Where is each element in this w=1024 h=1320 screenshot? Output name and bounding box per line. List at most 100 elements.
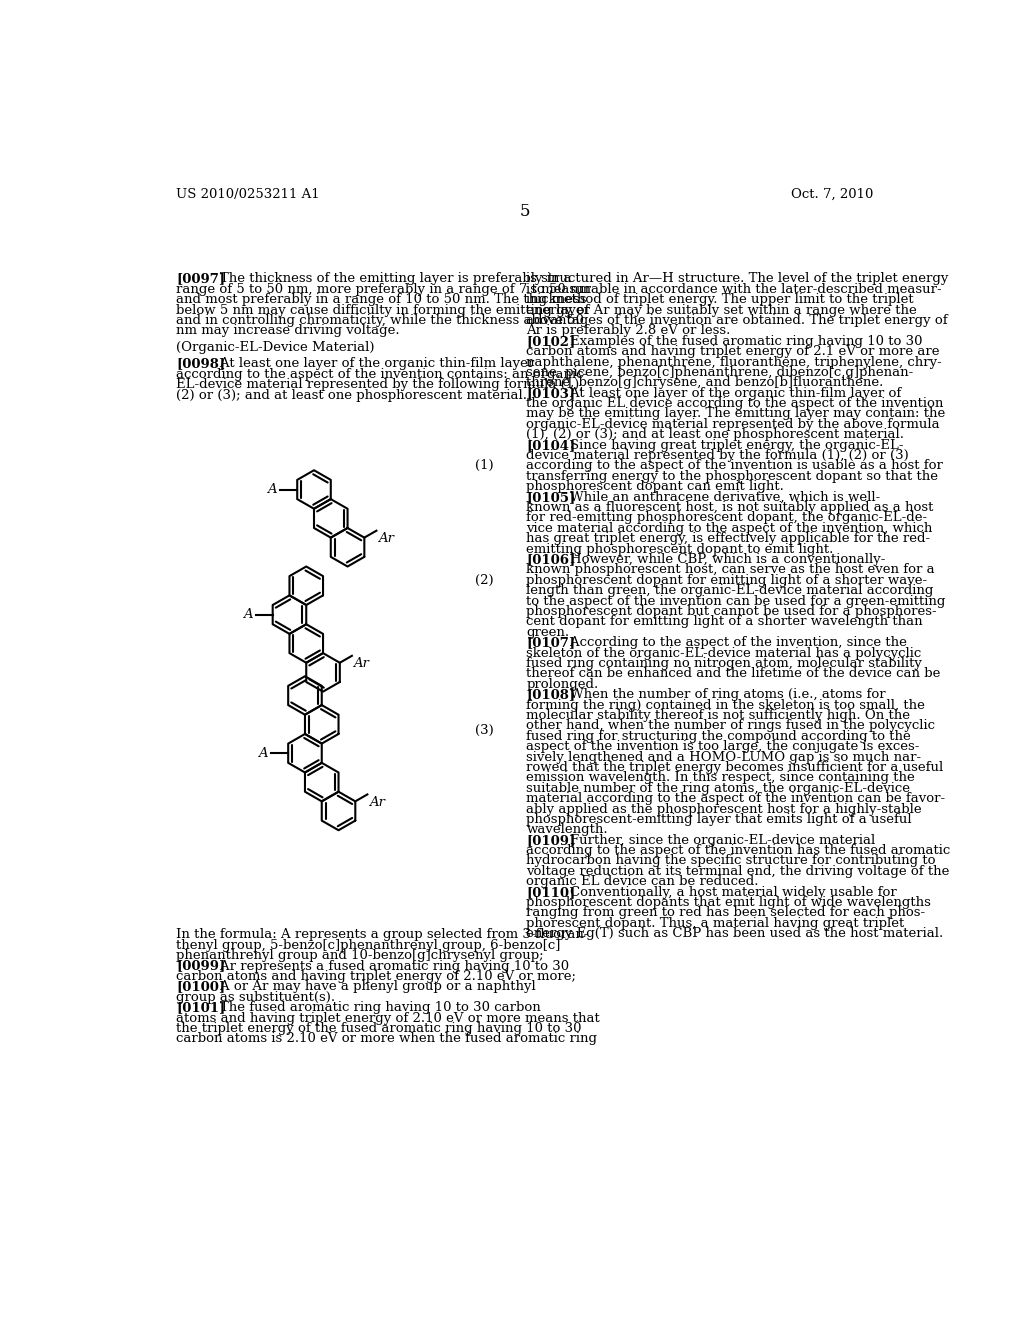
Text: phorescent dopant. Thus, a material having great triplet: phorescent dopant. Thus, a material havi… <box>526 917 904 929</box>
Text: suitable number of the ring atoms, the organic-EL-device: suitable number of the ring atoms, the o… <box>526 781 910 795</box>
Text: [0098]: [0098] <box>176 358 225 371</box>
Text: When the number of ring atoms (i.e., atoms for: When the number of ring atoms (i.e., ato… <box>553 688 886 701</box>
Text: thereof can be enhanced and the lifetime of the device can be: thereof can be enhanced and the lifetime… <box>526 668 941 680</box>
Text: is measurable in accordance with the later-described measur-: is measurable in accordance with the lat… <box>526 282 942 296</box>
Text: Conventionally, a host material widely usable for: Conventionally, a host material widely u… <box>553 886 897 899</box>
Text: Ar is preferably 2.8 eV or less.: Ar is preferably 2.8 eV or less. <box>526 325 731 338</box>
Text: A: A <box>243 609 253 622</box>
Text: [0102]: [0102] <box>526 335 575 347</box>
Text: ranging from green to red has been selected for each phos-: ranging from green to red has been selec… <box>526 907 926 920</box>
Text: and most preferably in a range of 10 to 50 nm. The thickness: and most preferably in a range of 10 to … <box>176 293 587 306</box>
Text: and in controlling chromaticity, while the thickness above 50: and in controlling chromaticity, while t… <box>176 314 584 327</box>
Text: green.: green. <box>526 626 569 639</box>
Text: [0104]: [0104] <box>526 438 575 451</box>
Text: hydrocarbon having the specific structure for contributing to: hydrocarbon having the specific structur… <box>526 854 936 867</box>
Text: carbon atoms is 2.10 eV or more when the fused aromatic ring: carbon atoms is 2.10 eV or more when the… <box>176 1032 597 1045</box>
Text: A: A <box>258 747 268 760</box>
Text: ing method of triplet energy. The upper limit to the triplet: ing method of triplet energy. The upper … <box>526 293 914 306</box>
Text: Since having great triplet energy, the organic-EL-: Since having great triplet energy, the o… <box>553 438 903 451</box>
Text: advantages of the invention are obtained. The triplet energy of: advantages of the invention are obtained… <box>526 314 948 327</box>
Text: Further, since the organic-EL-device material: Further, since the organic-EL-device mat… <box>553 834 876 846</box>
Text: ably applied as the phosphorescent host for a highly-stable: ably applied as the phosphorescent host … <box>526 803 922 816</box>
Text: according to the aspect of the invention has the fused aromatic: according to the aspect of the invention… <box>526 843 950 857</box>
Text: aspect of the invention is too large, the conjugate is exces-: aspect of the invention is too large, th… <box>526 741 920 754</box>
Text: naphthalene, phenanthrene, fluoranthene, triphenylene, chry-: naphthalene, phenanthrene, fluoranthene,… <box>526 355 942 368</box>
Text: EL-device material represented by the following formula (1),: EL-device material represented by the fo… <box>176 379 584 391</box>
Text: sene, picene, benzo[c]phenanthrene, dibenzo[c,g]phenan-: sene, picene, benzo[c]phenanthrene, dibe… <box>526 366 913 379</box>
Text: to the aspect of the invention can be used for a green-emitting: to the aspect of the invention can be us… <box>526 594 946 607</box>
Text: phosphorescent dopant but cannot be used for a phosphores-: phosphorescent dopant but cannot be used… <box>526 605 937 618</box>
Text: Ar: Ar <box>369 796 385 809</box>
Text: Ar: Ar <box>378 532 394 545</box>
Text: organic-EL-device material represented by the above formula: organic-EL-device material represented b… <box>526 418 940 430</box>
Text: [0099]: [0099] <box>176 960 225 973</box>
Text: phosphorescent-emitting layer that emits light of a useful: phosphorescent-emitting layer that emits… <box>526 813 912 826</box>
Text: (2): (2) <box>475 574 494 587</box>
Text: fused ring for structuring the compound according to the: fused ring for structuring the compound … <box>526 730 911 743</box>
Text: according to the aspect of the invention is usable as a host for: according to the aspect of the invention… <box>526 459 943 473</box>
Text: emitting phosphorescent dopant to emit light.: emitting phosphorescent dopant to emit l… <box>526 543 834 556</box>
Text: molecular stability thereof is not sufficiently high. On the: molecular stability thereof is not suffi… <box>526 709 910 722</box>
Text: thenyl group, 5-benzo[c]phenanthrenyl group, 6-benzo[c]: thenyl group, 5-benzo[c]phenanthrenyl gr… <box>176 939 560 952</box>
Text: [0109]: [0109] <box>526 834 575 846</box>
Text: According to the aspect of the invention, since the: According to the aspect of the invention… <box>553 636 906 649</box>
Text: Ar: Ar <box>353 657 370 671</box>
Text: However, while CBP, which is a conventionally-: However, while CBP, which is a conventio… <box>553 553 885 566</box>
Text: A or Ar may have a phenyl group or a naphthyl: A or Ar may have a phenyl group or a nap… <box>203 981 536 994</box>
Text: has great triplet energy, is effectively applicable for the red-: has great triplet energy, is effectively… <box>526 532 931 545</box>
Text: nm may increase driving voltage.: nm may increase driving voltage. <box>176 325 399 338</box>
Text: At least one layer of the organic thin-film layer of: At least one layer of the organic thin-f… <box>553 387 901 400</box>
Text: cent dopant for emitting light of a shorter wavelength than: cent dopant for emitting light of a shor… <box>526 615 923 628</box>
Text: carbon atoms and having triplet energy of 2.10 eV or more;: carbon atoms and having triplet energy o… <box>176 970 577 983</box>
Text: wavelength.: wavelength. <box>526 824 608 837</box>
Text: Oct. 7, 2010: Oct. 7, 2010 <box>792 187 873 201</box>
Text: known phosphorescent host, can serve as the host even for a: known phosphorescent host, can serve as … <box>526 564 935 577</box>
Text: skeleton of the organic-EL-device material has a polycyclic: skeleton of the organic-EL-device materi… <box>526 647 922 660</box>
Text: [0110]: [0110] <box>526 886 575 899</box>
Text: threne, benzo[g]chrysene, and benzo[b]fluoranthene.: threne, benzo[g]chrysene, and benzo[b]fl… <box>526 376 884 389</box>
Text: (Organic-EL-Device Material): (Organic-EL-Device Material) <box>176 341 375 354</box>
Text: organic EL device can be reduced.: organic EL device can be reduced. <box>526 875 759 888</box>
Text: (1): (1) <box>475 459 494 471</box>
Text: phosphorescent dopant for emitting light of a shorter wave-: phosphorescent dopant for emitting light… <box>526 574 928 587</box>
Text: Ar represents a fused aromatic ring having 10 to 30: Ar represents a fused aromatic ring havi… <box>203 960 568 973</box>
Text: voltage reduction at its terminal end, the driving voltage of the: voltage reduction at its terminal end, t… <box>526 865 949 878</box>
Text: length than green, the organic-EL-device material according: length than green, the organic-EL-device… <box>526 585 934 597</box>
Text: for red-emitting phosphorescent dopant, the organic-EL-de-: for red-emitting phosphorescent dopant, … <box>526 511 928 524</box>
Text: material according to the aspect of the invention can be favor-: material according to the aspect of the … <box>526 792 945 805</box>
Text: vice material according to the aspect of the invention, which: vice material according to the aspect of… <box>526 521 933 535</box>
Text: At least one layer of the organic thin-film layer: At least one layer of the organic thin-f… <box>203 358 534 371</box>
Text: transferring energy to the phosphorescent dopant so that the: transferring energy to the phosphorescen… <box>526 470 938 483</box>
Text: [0107]: [0107] <box>526 636 575 649</box>
Text: energy Eg(T) such as CBP has been used as the host material.: energy Eg(T) such as CBP has been used a… <box>526 927 943 940</box>
Text: the organic EL device according to the aspect of the invention: the organic EL device according to the a… <box>526 397 944 411</box>
Text: (3): (3) <box>475 725 494 738</box>
Text: device material represented by the formula (1), (2) or (3): device material represented by the formu… <box>526 449 909 462</box>
Text: The fused aromatic ring having 10 to 30 carbon: The fused aromatic ring having 10 to 30 … <box>203 1001 541 1014</box>
Text: A: A <box>267 483 278 496</box>
Text: While an anthracene derivative, which is well-: While an anthracene derivative, which is… <box>553 491 880 504</box>
Text: group as substituent(s).: group as substituent(s). <box>176 991 335 1003</box>
Text: prolonged.: prolonged. <box>526 677 599 690</box>
Text: below 5 nm may cause difficulty in forming the emitting layer: below 5 nm may cause difficulty in formi… <box>176 304 590 317</box>
Text: forming the ring) contained in the skeleton is too small, the: forming the ring) contained in the skele… <box>526 698 926 711</box>
Text: [0100]: [0100] <box>176 981 225 994</box>
Text: In the formula: A represents a group selected from 3-fluoran-: In the formula: A represents a group sel… <box>176 928 589 941</box>
Text: 5: 5 <box>519 203 530 220</box>
Text: fused ring containing no nitrogen atom, molecular stability: fused ring containing no nitrogen atom, … <box>526 657 923 671</box>
Text: other hand, when the number of rings fused in the polycyclic: other hand, when the number of rings fus… <box>526 719 935 733</box>
Text: [0101]: [0101] <box>176 1001 225 1014</box>
Text: phenanthrenyl group and 10-benzo[g]chrysenyl group;: phenanthrenyl group and 10-benzo[g]chrys… <box>176 949 544 962</box>
Text: emission wavelength. In this respect, since containing the: emission wavelength. In this respect, si… <box>526 771 915 784</box>
Text: Examples of the fused aromatic ring having 10 to 30: Examples of the fused aromatic ring havi… <box>553 335 923 347</box>
Text: known as a fluorescent host, is not suitably applied as a host: known as a fluorescent host, is not suit… <box>526 502 934 513</box>
Text: (2) or (3); and at least one phosphorescent material.: (2) or (3); and at least one phosphoresc… <box>176 388 527 401</box>
Text: (1), (2) or (3); and at least one phosphorescent material.: (1), (2) or (3); and at least one phosph… <box>526 428 904 441</box>
Text: sively lengthened and a HOMO-LUMO gap is so much nar-: sively lengthened and a HOMO-LUMO gap is… <box>526 751 922 763</box>
Text: rowed that the triplet energy becomes insufficient for a useful: rowed that the triplet energy becomes in… <box>526 760 943 774</box>
Text: [0103]: [0103] <box>526 387 575 400</box>
Text: the triplet energy of the fused aromatic ring having 10 to 30: the triplet energy of the fused aromatic… <box>176 1022 582 1035</box>
Text: atoms and having triplet energy of 2.10 eV or more means that: atoms and having triplet energy of 2.10 … <box>176 1011 600 1024</box>
Text: may be the emitting layer. The emitting layer may contain: the: may be the emitting layer. The emitting … <box>526 408 945 421</box>
Text: carbon atoms and having triplet energy of 2.1 eV or more are: carbon atoms and having triplet energy o… <box>526 345 940 358</box>
